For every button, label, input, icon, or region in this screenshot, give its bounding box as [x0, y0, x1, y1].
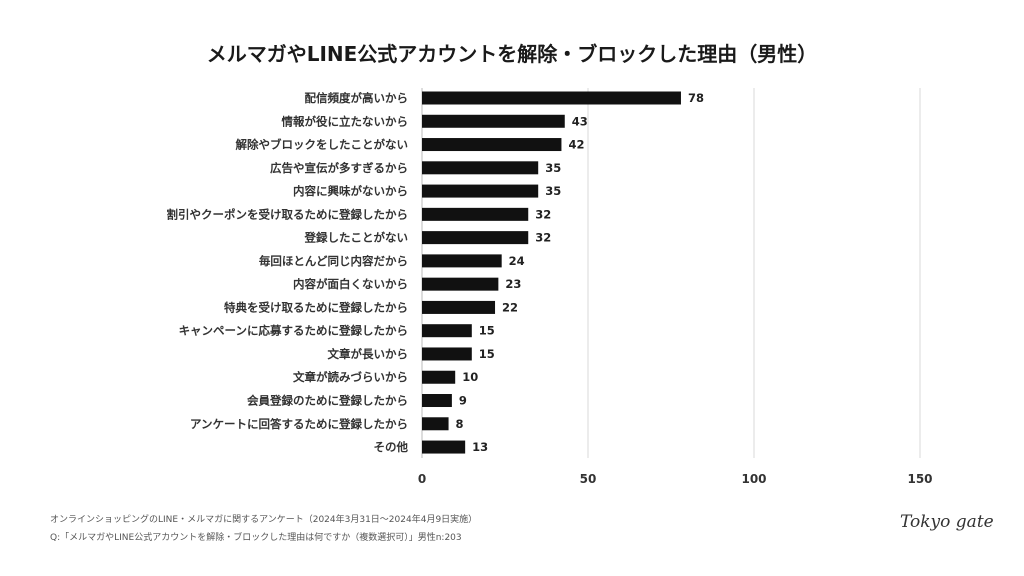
category-label: 文章が読みづらいから: [293, 370, 408, 384]
chart-title: メルマガやLINE公式アカウントを解除・ブロックした理由（男性）: [206, 42, 818, 66]
bar: [422, 394, 452, 408]
value-label: 10: [462, 370, 478, 384]
category-label: 登録したことがない: [304, 231, 409, 245]
value-label: 78: [688, 91, 704, 105]
category-label: 割引やクーポンを受け取るために登録したから: [167, 207, 409, 221]
value-label: 24: [509, 254, 525, 268]
category-label: 特典を受け取るために登録したから: [224, 300, 408, 314]
category-label: アンケートに回答するために登録したから: [190, 417, 408, 431]
category-label: 解除やブロックをしたことがない: [236, 138, 409, 152]
bar: [422, 254, 502, 268]
value-label: 23: [505, 277, 521, 291]
bar: [422, 161, 539, 175]
category-label: 広告や宣伝が多すぎるから: [270, 161, 408, 175]
category-label: 毎回ほとんど同じ内容だから: [259, 254, 408, 268]
bar: [422, 440, 466, 454]
value-label: 8: [456, 417, 464, 431]
value-label: 35: [545, 184, 561, 198]
x-tick-label: 50: [580, 472, 597, 486]
value-label: 35: [545, 161, 561, 175]
survey-source: オンラインショッピングのLINE・メルマガに関するアンケート（2024年3月31…: [50, 515, 478, 525]
tokyo-gate-logo: Tokyo gate: [900, 512, 994, 532]
category-label: その他: [374, 440, 409, 454]
bar: [422, 324, 472, 338]
bar: [422, 277, 499, 291]
category-label: 内容に興味がないから: [293, 184, 408, 198]
value-label: 32: [535, 231, 551, 245]
bar: [422, 91, 681, 105]
x-tick-label: 100: [741, 472, 766, 486]
bar: [422, 370, 456, 384]
category-label: 会員登録のために登録したから: [246, 394, 408, 408]
x-tick-label: 150: [907, 472, 932, 486]
value-label: 32: [535, 207, 551, 221]
bar: [422, 417, 449, 431]
value-label: 9: [459, 394, 467, 408]
survey-question: Q:「メルマガやLINE公式アカウントを解除・ブロックした理由は何ですか（複数選…: [50, 533, 462, 543]
bar: [422, 300, 496, 314]
category-label: 内容が面白くないから: [293, 277, 408, 291]
category-label: 情報が役に立たないから: [281, 114, 409, 128]
bar: [422, 207, 529, 221]
value-label: 15: [479, 347, 495, 361]
bar: [422, 184, 539, 198]
x-tick-label: 0: [418, 472, 426, 486]
bar: [422, 231, 529, 245]
bar: [422, 347, 472, 361]
category-label: 配信頻度が高いから: [305, 91, 409, 105]
value-label: 15: [479, 324, 495, 338]
value-label: 13: [472, 440, 488, 454]
bar: [422, 138, 562, 152]
category-label: 文章が長いから: [328, 347, 409, 361]
value-label: 22: [502, 300, 518, 314]
bar: [422, 114, 565, 128]
category-label: キャンペーンに応募するために登録したから: [179, 324, 408, 338]
value-label: 42: [568, 138, 584, 152]
value-label: 43: [572, 114, 588, 128]
